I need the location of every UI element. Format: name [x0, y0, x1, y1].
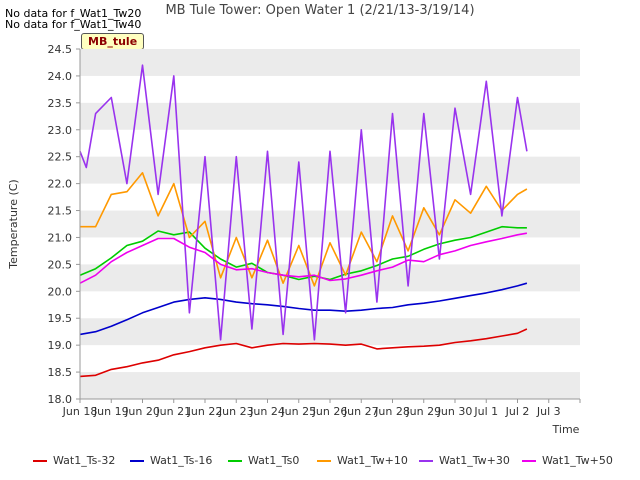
x-tick-label: Jul 1 [473, 405, 498, 418]
x-tick-label: Jun 28 [374, 405, 410, 418]
x-tick-label: Jun 26 [312, 405, 348, 418]
y-tick-label: 19.0 [48, 339, 73, 352]
x-tick-label: Jun 25 [280, 405, 316, 418]
series-line-Wat1_Ts0 [79, 225, 527, 281]
y-tick-label: 18.5 [48, 366, 73, 379]
legend-item-Wat1_Ts0: Wat1_Ts0 [228, 454, 299, 467]
legend-item-Wat1_Tw+10: Wat1_Tw+10 [317, 454, 408, 467]
y-tick-label: 21.0 [48, 231, 73, 244]
x-tick-label: Jun 27 [343, 405, 379, 418]
grid-band [80, 318, 580, 346]
legend-label: Wat1_Tw+50 [542, 454, 613, 467]
series-line-Wat1_Ts-16 [79, 282, 528, 336]
legend-item-Wat1_Ts-16: Wat1_Ts-16 [130, 454, 212, 467]
y-tick-label: 24.5 [48, 43, 73, 56]
legend-swatch [419, 460, 433, 462]
legend-label: Wat1_Ts0 [248, 454, 300, 467]
grid-band [80, 102, 580, 130]
grid-band [80, 372, 580, 399]
y-axis-label: Temperature (C) [7, 179, 20, 269]
axes: 18.0 18.5 19.0 19.5 20.0 20.5 21.0 21.5 22.0 22.5… [48, 43, 581, 418]
x-tick-label: Jul 3 [536, 405, 561, 418]
x-tick-label: Jun 19 [93, 405, 129, 418]
x-tick-label: Jun 18 [62, 405, 98, 418]
y-tick-label: 19.5 [48, 312, 73, 325]
x-tick-label: Jun 24 [249, 405, 285, 418]
y-tick-label: 22.5 [48, 151, 73, 164]
legend-swatch [33, 460, 47, 462]
x-tick-label: Jun 30 [437, 405, 473, 418]
y-tick-label: 20.5 [48, 258, 73, 271]
x-axis-label: Time [552, 423, 580, 436]
legend-item-Wat1_Ts-32: Wat1_Ts-32 [33, 454, 115, 467]
x-tick-label: Jun 22 [187, 405, 223, 418]
series-line-Wat1_Ts-32 [79, 328, 528, 378]
no-data-note-1: No data for f_Wat1_Tw20 [5, 7, 142, 20]
legend-swatch [317, 460, 331, 462]
legend-label: Wat1_Tw+30 [439, 454, 510, 467]
y-tick-label: 18.0 [48, 393, 73, 406]
chart-title: MB Tule Tower: Open Water 1 (2/21/13-3/1… [165, 3, 475, 18]
legend-label: Wat1_Tw+10 [337, 454, 408, 467]
x-tick-label: Jun 20 [124, 405, 160, 418]
y-tick-label: 22.0 [48, 178, 73, 191]
x-tick-label: Jun 23 [218, 405, 254, 418]
x-tick-label: Jun 21 [155, 405, 191, 418]
legend-item-Wat1_Tw+30: Wat1_Tw+30 [419, 454, 510, 467]
no-data-note-2: No data for f_Wat1_Tw40 [5, 18, 142, 31]
y-tick-label: 23.0 [48, 124, 73, 137]
legend-swatch [522, 460, 536, 462]
grid-band [80, 264, 580, 292]
y-tick-label: 24.0 [48, 70, 73, 83]
series-line-Wat1_Tw+10 [80, 172, 528, 287]
plot-background-bands [80, 49, 580, 399]
y-tick-label: 21.5 [48, 205, 73, 218]
series-lines [79, 64, 528, 378]
legend-item-Wat1_Tw+50: Wat1_Tw+50 [522, 454, 613, 467]
x-tick-label: Jul 2 [505, 405, 530, 418]
legend-label: Wat1_Ts-32 [53, 454, 116, 467]
site-badge: MB_tule [81, 33, 145, 50]
grid-band [80, 49, 580, 76]
y-tick-label: 20.0 [48, 285, 73, 298]
y-tick-label: 23.5 [48, 97, 73, 110]
legend-label: Wat1_Ts-16 [150, 454, 213, 467]
legend-swatch [228, 460, 242, 462]
x-tick-label: Jun 29 [405, 405, 441, 418]
series-line-Wat1_Tw+30 [79, 64, 528, 341]
legend-swatch [130, 460, 144, 462]
series-line-Wat1_Tw+50 [79, 232, 528, 284]
